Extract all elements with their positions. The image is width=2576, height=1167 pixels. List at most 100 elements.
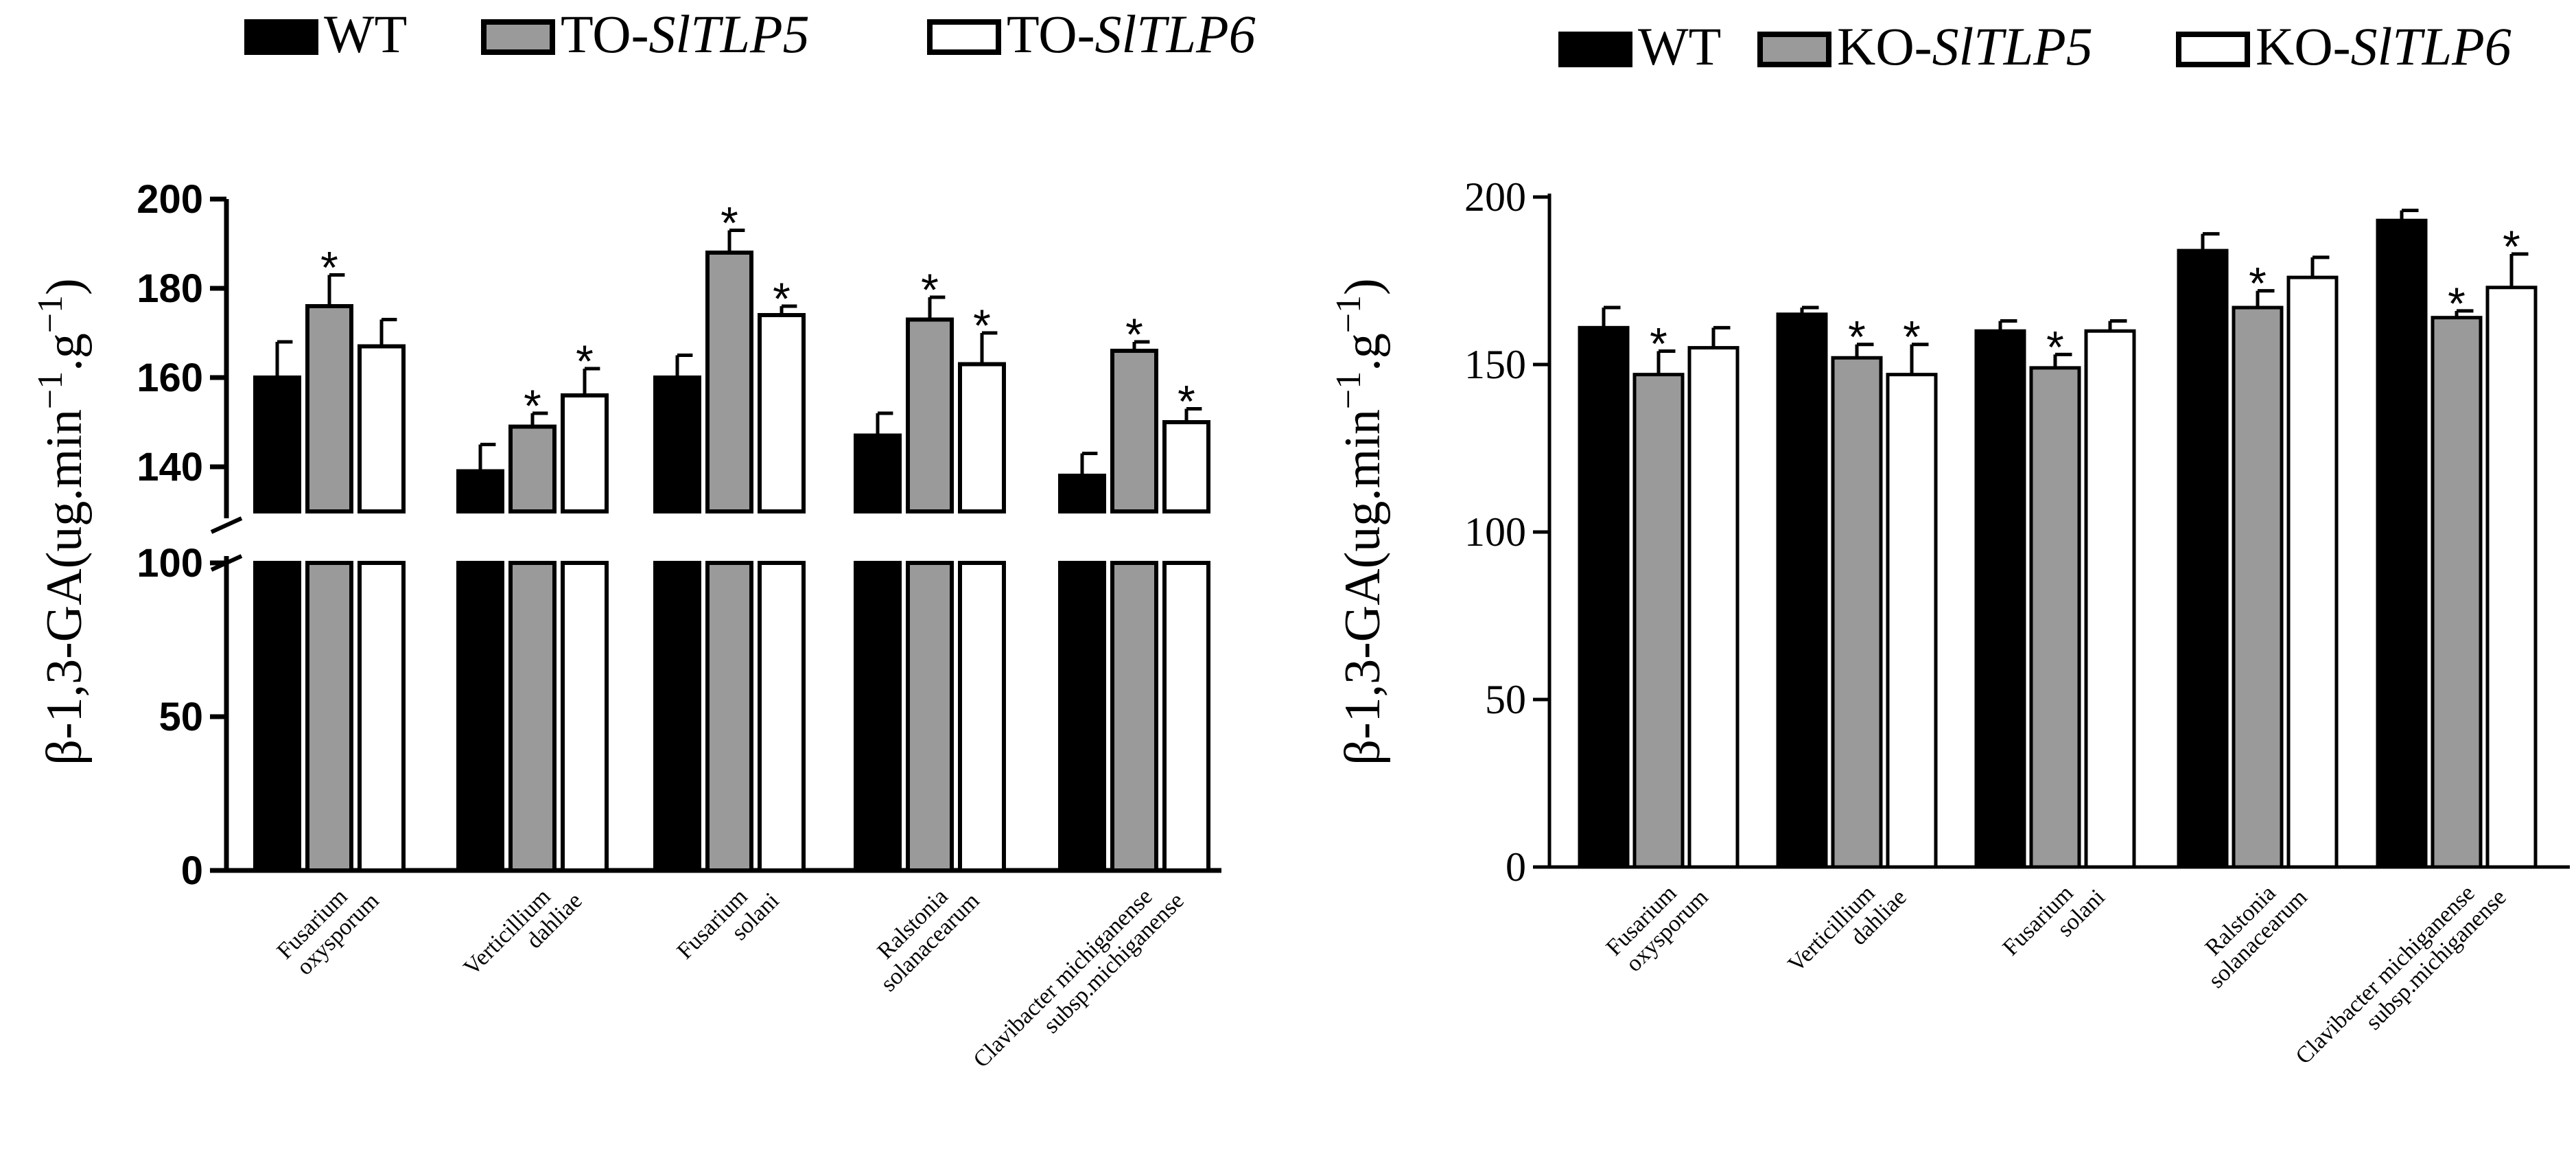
legend-label-prefix: TO- bbox=[561, 4, 649, 64]
bar bbox=[1058, 561, 1106, 873]
legend-swatch bbox=[1558, 32, 1632, 67]
y-tick-label: 140 bbox=[137, 445, 203, 489]
bar bbox=[1974, 329, 2026, 869]
legend-item: TO-SlTLP5 bbox=[481, 4, 810, 64]
y-label-end: ) bbox=[1335, 278, 1391, 295]
y-axis-label: β-1,3-GA(ug.min−1.g−1) bbox=[31, 278, 93, 765]
bar bbox=[2286, 275, 2339, 869]
legend-label: KO-SlTLP6 bbox=[2256, 16, 2511, 76]
legend-label: WT bbox=[324, 4, 407, 64]
bar bbox=[253, 375, 301, 513]
y-tick-label: 200 bbox=[1464, 174, 1526, 220]
y-tick-label: 150 bbox=[1464, 342, 1526, 387]
bar bbox=[1162, 420, 1210, 513]
bar bbox=[958, 561, 1006, 873]
legend-label-prefix: KO- bbox=[2256, 16, 2351, 76]
legend-swatch bbox=[1757, 32, 1831, 67]
bar bbox=[653, 561, 701, 873]
bar bbox=[705, 561, 753, 873]
legend-label-italic: SlTLP5 bbox=[649, 4, 810, 64]
significance-marker: * bbox=[1848, 312, 1866, 362]
y-tick-label: 50 bbox=[1485, 677, 1526, 722]
y-tick-label: 0 bbox=[181, 848, 203, 893]
bar bbox=[561, 561, 609, 873]
bar bbox=[2029, 366, 2081, 869]
bar bbox=[2177, 249, 2229, 869]
bar bbox=[1110, 349, 1158, 513]
significance-marker: * bbox=[2448, 278, 2466, 329]
x-category-line: Clavibacter michiganense bbox=[968, 883, 1157, 1072]
y-label-mid: .g bbox=[36, 333, 93, 371]
legend-label: KO-SlTLP5 bbox=[1837, 16, 2093, 76]
bar bbox=[2376, 218, 2428, 869]
bar bbox=[705, 251, 753, 513]
bar bbox=[2084, 329, 2136, 869]
bar bbox=[2485, 286, 2538, 869]
significance-marker: * bbox=[921, 264, 939, 315]
significance-marker: * bbox=[721, 198, 738, 249]
significance-marker: * bbox=[2249, 258, 2267, 309]
significance-marker: * bbox=[576, 336, 594, 386]
bar bbox=[1578, 325, 1630, 869]
bar bbox=[305, 304, 353, 513]
legend-label-prefix: WT bbox=[1638, 16, 1721, 76]
bar bbox=[1831, 356, 1883, 869]
significance-marker: * bbox=[973, 300, 991, 351]
legend-label: TO-SlTLP5 bbox=[561, 4, 810, 64]
y-label-sup1: −1 bbox=[31, 371, 70, 409]
bar bbox=[958, 362, 1006, 513]
bar bbox=[2232, 305, 2284, 869]
y-label-end: ) bbox=[36, 278, 93, 295]
bar bbox=[906, 561, 954, 873]
significance-marker: * bbox=[773, 273, 791, 324]
bar bbox=[358, 344, 406, 513]
legend-item: WT bbox=[244, 4, 407, 64]
y-tick-label: 0 bbox=[1506, 844, 1526, 890]
bar bbox=[508, 561, 557, 873]
bar bbox=[561, 393, 609, 513]
bar bbox=[253, 561, 301, 873]
x-category-line: Clavibacter michiganense bbox=[2291, 880, 2479, 1069]
significance-marker: * bbox=[1178, 376, 1195, 427]
bar bbox=[854, 561, 902, 873]
legend-label-prefix: WT bbox=[324, 4, 407, 64]
legend-item: WT bbox=[1558, 16, 1721, 76]
bar bbox=[1687, 346, 1740, 869]
bar bbox=[1632, 373, 1685, 869]
y-label-main: β-1,3-GA(ug.min bbox=[1335, 409, 1391, 765]
bar bbox=[1886, 373, 1938, 869]
bar bbox=[358, 561, 406, 873]
x-category-label: Clavibacter michiganensesubsp.michiganen… bbox=[968, 883, 1189, 1072]
left-chart-panel: WT TO-SlTLP5 TO-SlTLP6β-1,3-GA(ug.min−1.g−… bbox=[31, 4, 1256, 1073]
legend-label-prefix: KO- bbox=[1837, 16, 1932, 76]
y-label-sup2: −1 bbox=[1329, 295, 1368, 333]
bar bbox=[758, 313, 806, 513]
legend-swatch bbox=[2176, 32, 2250, 67]
y-tick-label: 50 bbox=[159, 695, 203, 739]
significance-marker: * bbox=[1125, 309, 1143, 360]
significance-marker: * bbox=[2046, 321, 2064, 372]
bar bbox=[653, 375, 701, 513]
legend-label-prefix: TO- bbox=[1007, 4, 1095, 64]
legend-swatch bbox=[927, 19, 1001, 55]
significance-marker: * bbox=[1903, 312, 1921, 362]
bar bbox=[1058, 474, 1106, 513]
legend-swatch bbox=[481, 19, 555, 55]
y-label-main: β-1,3-GA(ug.min bbox=[36, 409, 93, 765]
y-tick-label: 100 bbox=[137, 541, 203, 586]
legend-label-italic: SlTLP6 bbox=[1095, 4, 1256, 64]
axis-break-mark bbox=[210, 516, 243, 534]
x-category-label: Clavibacter michiganensesubsp.michiganen… bbox=[2291, 880, 2511, 1069]
legend-label: WT bbox=[1638, 16, 1721, 76]
bar bbox=[758, 561, 806, 873]
bar bbox=[1776, 312, 1828, 869]
legend-swatch bbox=[244, 19, 318, 55]
